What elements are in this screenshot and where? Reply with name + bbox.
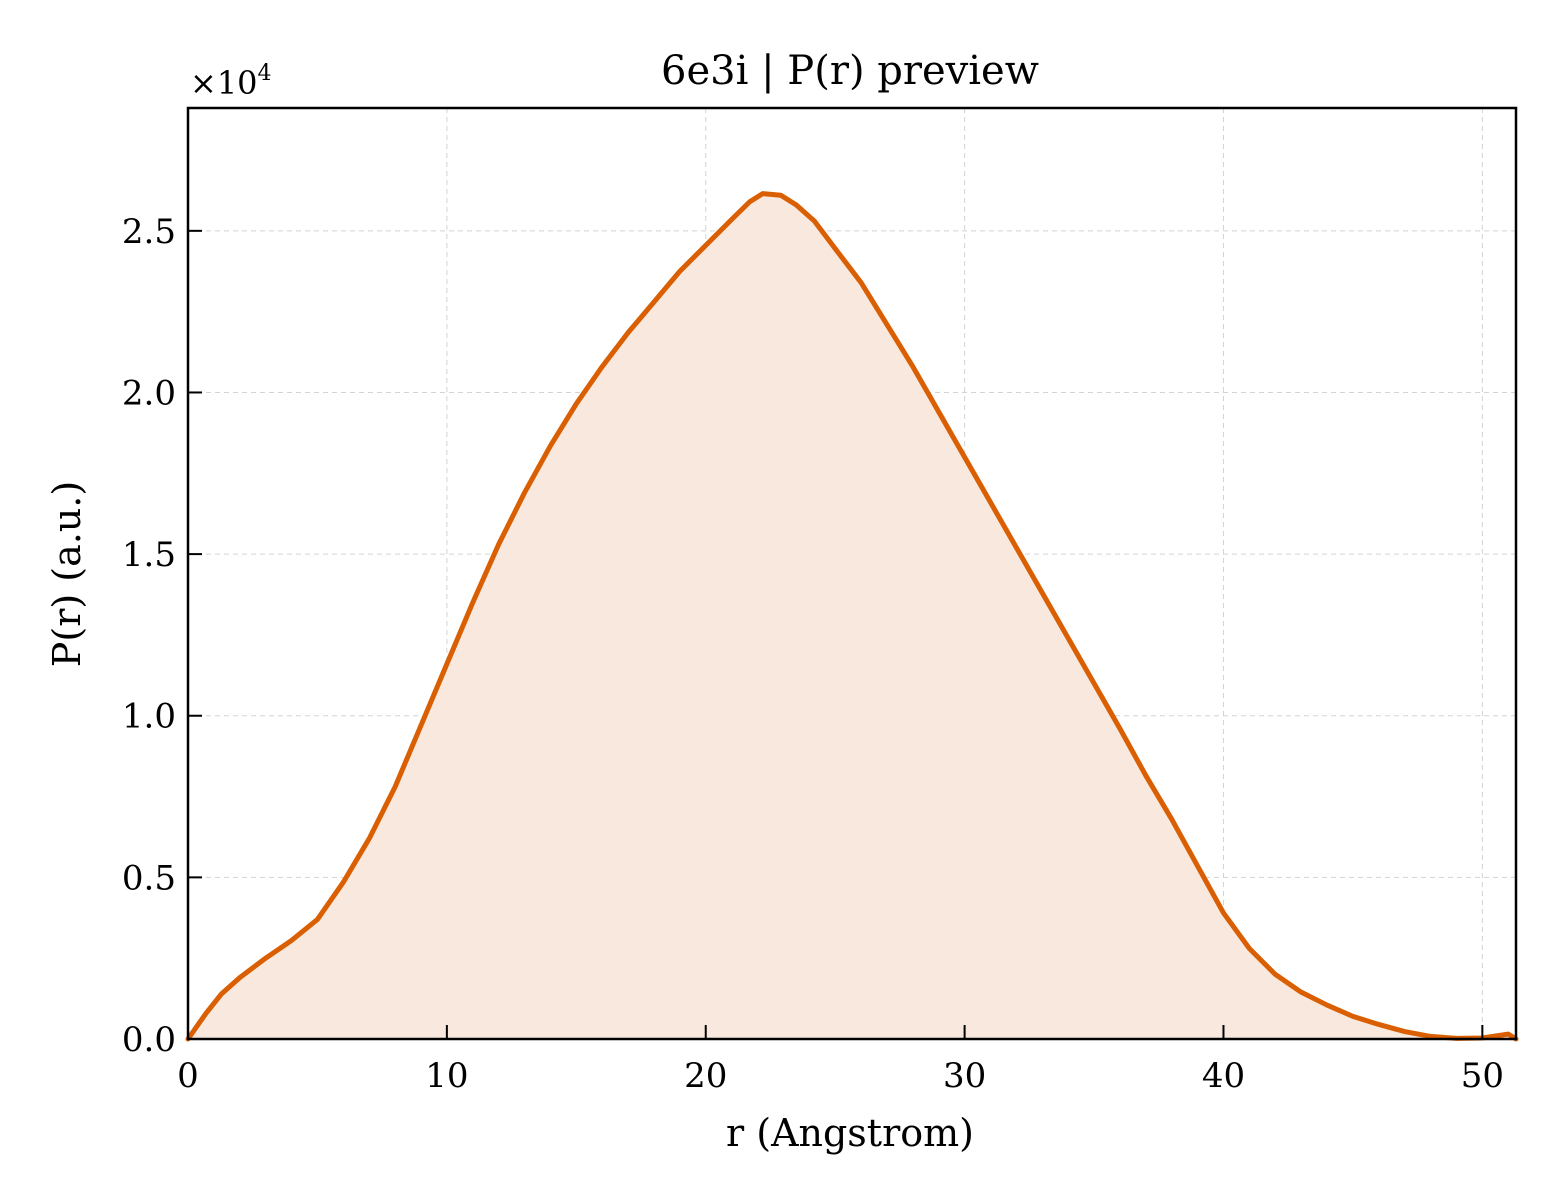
ticks-layer <box>187 229 1484 1040</box>
y-tick-label: 0.5 <box>122 858 176 898</box>
plot-frame <box>186 106 1518 1041</box>
y-axis-scale-multiplier: ×104 <box>190 61 272 102</box>
x-tick-label: 0 <box>177 1056 199 1096</box>
x-axis-label: r (Angstrom) <box>726 1111 974 1155</box>
x-tick-label: 20 <box>684 1056 727 1096</box>
y-scale-exponent: 4 <box>258 61 272 86</box>
tick-labels-layer: 0 10 20 30 40 50 0.0 0.5 1.0 1.5 2.0 2.5 <box>122 212 1504 1096</box>
y-scale-base: ×10 <box>190 64 258 102</box>
y-tick-label: 2.5 <box>122 212 176 252</box>
y-tick-label: 0.0 <box>122 1020 176 1060</box>
y-tick-label: 2.0 <box>122 373 176 413</box>
x-tick-label: 10 <box>425 1056 468 1096</box>
x-tick-label: 40 <box>1202 1056 1245 1096</box>
y-tick-label: 1.0 <box>122 697 176 737</box>
x-tick-label: 30 <box>943 1056 986 1096</box>
y-axis-label: P(r) (a.u.) <box>45 481 89 667</box>
x-tick-label: 50 <box>1461 1056 1504 1096</box>
y-tick-label: 1.5 <box>122 535 176 575</box>
pr-series-line <box>185 191 1519 1042</box>
chart-title: 6e3i | P(r) preview <box>661 48 1039 94</box>
pr-area-fill <box>188 193 1516 1039</box>
